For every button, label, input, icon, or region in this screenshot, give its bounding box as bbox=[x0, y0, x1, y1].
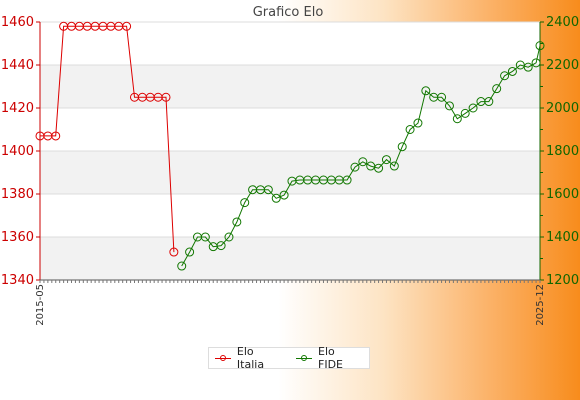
right-tick-label: 1600 bbox=[546, 187, 579, 202]
legend-item-elo-fide[interactable]: Elo FIDE bbox=[296, 345, 363, 371]
data-point-elo-fide bbox=[444, 101, 454, 111]
data-point-elo-fide bbox=[535, 41, 545, 51]
left-tick-label: 1400 bbox=[1, 144, 34, 159]
right-tick-label: 2000 bbox=[546, 101, 579, 116]
data-point-elo-fide bbox=[279, 190, 289, 200]
x-axis: 2015-05 2025-12 bbox=[35, 279, 546, 326]
x-tick-label-start: 2015-05 bbox=[35, 284, 46, 326]
left-y-axis: 1340 1360 1380 1400 1420 1440 1460 bbox=[1, 15, 41, 288]
data-point-elo-fide bbox=[492, 84, 502, 94]
data-point-elo-fide bbox=[460, 108, 470, 118]
legend-item-elo-italia[interactable]: Elo Italia bbox=[215, 345, 284, 371]
right-tick-label: 1800 bbox=[546, 144, 579, 159]
series-layer bbox=[35, 21, 545, 271]
data-point-elo-fide bbox=[358, 157, 368, 167]
right-tick-label: 2400 bbox=[546, 15, 579, 30]
data-point-elo-fide bbox=[389, 161, 399, 171]
plot-band bbox=[40, 237, 540, 280]
plot-band bbox=[40, 65, 540, 108]
data-point-elo-fide bbox=[413, 118, 423, 128]
series-line-elo-fide bbox=[181, 45, 541, 267]
data-point-elo-fide bbox=[531, 58, 541, 68]
legend-label-elo-fide: Elo FIDE bbox=[318, 345, 343, 371]
data-point-elo-fide bbox=[224, 232, 234, 242]
data-point-elo-fide bbox=[177, 261, 187, 271]
data-point-elo-fide bbox=[468, 103, 478, 113]
x-tick-label-end: 2025-12 bbox=[535, 284, 546, 326]
legend-label-elo-italia: Elo Italia bbox=[236, 345, 265, 371]
data-point-elo-fide bbox=[374, 163, 384, 173]
data-point-elo-fide bbox=[342, 175, 352, 185]
plot-band bbox=[40, 151, 540, 194]
left-tick-label: 1420 bbox=[1, 101, 34, 116]
data-point-elo-fide bbox=[500, 71, 510, 81]
right-tick-label: 1400 bbox=[546, 230, 579, 245]
data-point-elo-fide bbox=[232, 217, 242, 227]
data-point-elo-fide bbox=[437, 92, 447, 102]
data-point-elo-fide bbox=[240, 198, 250, 208]
plot-band bbox=[40, 194, 540, 237]
data-point-elo-fide bbox=[523, 62, 533, 72]
left-tick-label: 1340 bbox=[1, 273, 34, 288]
data-point-elo-fide bbox=[397, 142, 407, 152]
right-tick-label: 2200 bbox=[546, 58, 579, 73]
data-point-elo-fide bbox=[484, 97, 494, 107]
data-point-elo-italia bbox=[122, 21, 132, 31]
data-point-elo-italia bbox=[161, 92, 171, 102]
left-tick-label: 1460 bbox=[1, 15, 34, 30]
data-point-elo-fide bbox=[507, 66, 517, 76]
left-tick-label: 1380 bbox=[1, 187, 34, 202]
right-tick-label: 1200 bbox=[546, 273, 579, 288]
data-point-elo-fide bbox=[421, 86, 431, 96]
left-tick-label: 1360 bbox=[1, 230, 34, 245]
data-point-elo-fide bbox=[263, 185, 273, 195]
chart-title: Grafico Elo bbox=[253, 5, 324, 20]
data-point-elo-fide bbox=[381, 155, 391, 165]
legend-swatch-elo-italia bbox=[215, 354, 231, 361]
data-point-elo-fide bbox=[185, 247, 195, 257]
data-point-elo-fide bbox=[452, 114, 462, 124]
data-point-elo-italia bbox=[51, 131, 61, 141]
right-y-axis: 1200 1400 1600 1800 2000 2200 2400 bbox=[539, 15, 579, 288]
data-point-elo-fide bbox=[216, 241, 226, 251]
legend-swatch-elo-fide bbox=[296, 354, 312, 361]
data-point-elo-fide bbox=[200, 232, 210, 242]
plot-band bbox=[40, 108, 540, 151]
data-point-elo-fide bbox=[405, 125, 415, 134]
left-tick-label: 1440 bbox=[1, 58, 34, 73]
data-point-elo-fide bbox=[271, 193, 281, 203]
data-point-elo-fide bbox=[350, 162, 360, 172]
legend: Elo Italia Elo FIDE bbox=[208, 345, 370, 371]
data-point-elo-italia bbox=[169, 247, 179, 257]
